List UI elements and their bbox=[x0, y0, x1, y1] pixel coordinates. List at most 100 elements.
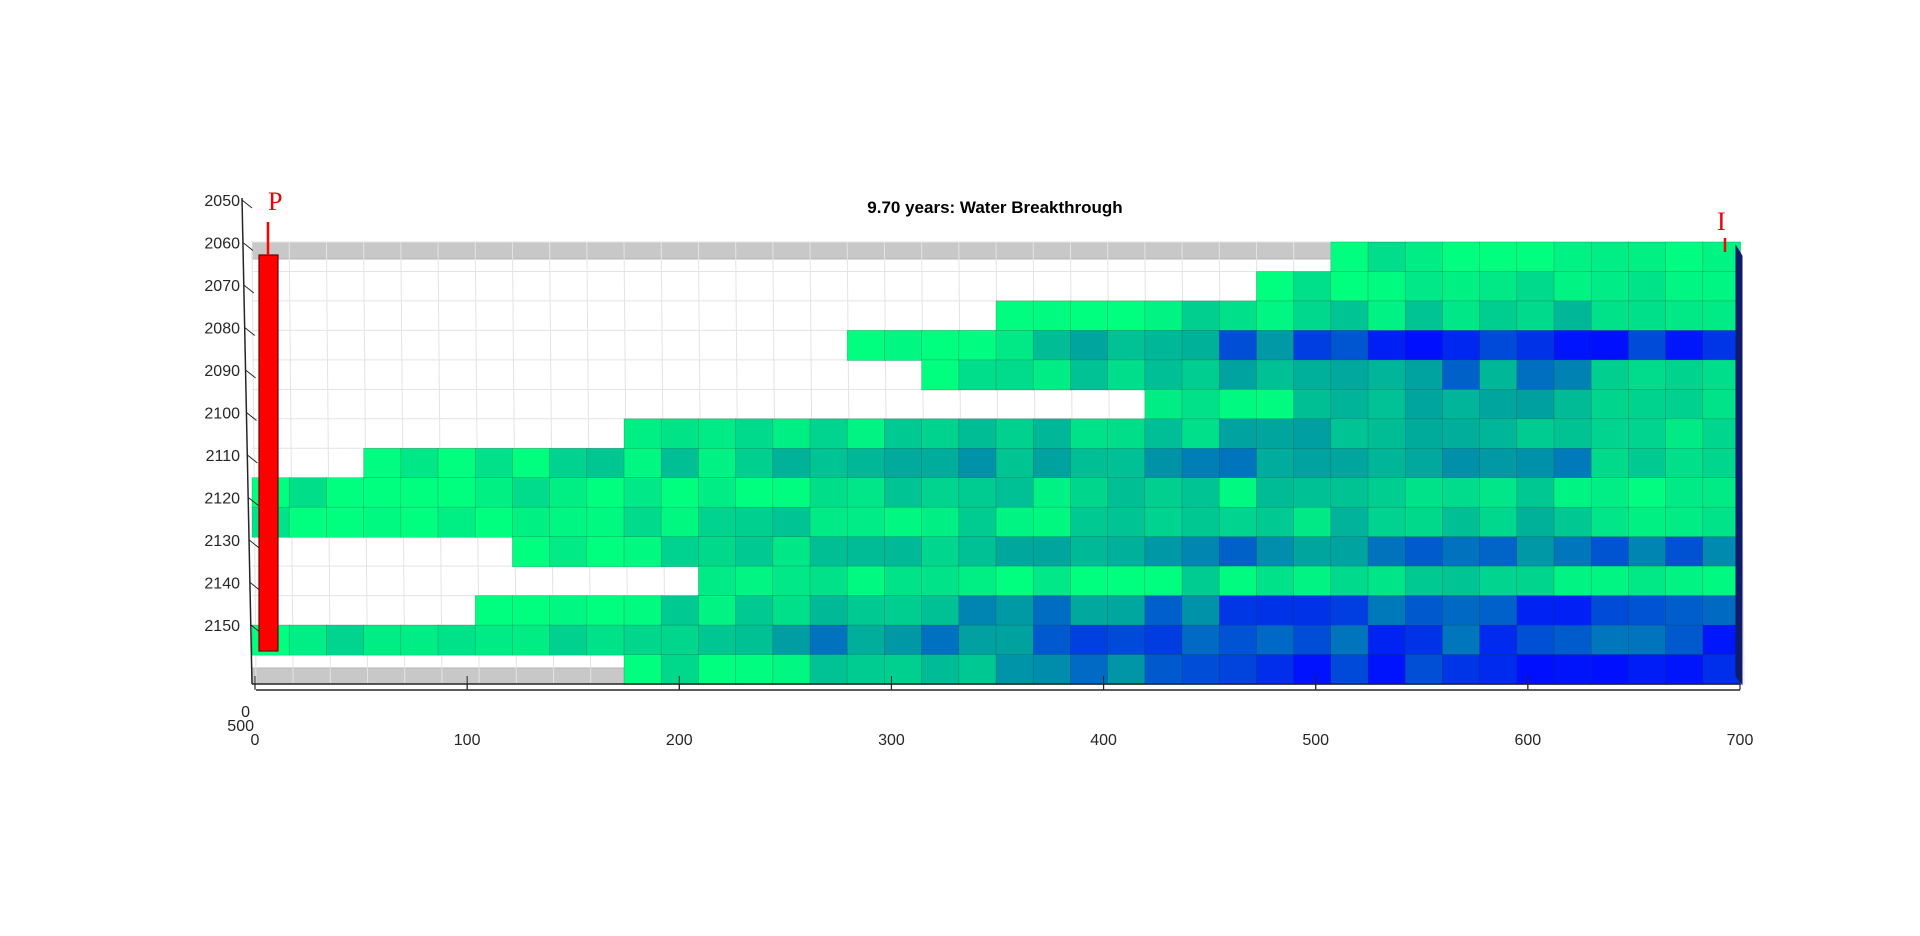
saturation-cell bbox=[809, 565, 849, 597]
saturation-cell bbox=[772, 418, 811, 450]
saturation-cell bbox=[772, 565, 811, 597]
saturation-cell bbox=[1553, 536, 1593, 568]
saturation-cell bbox=[1144, 536, 1183, 568]
saturation-cell bbox=[995, 359, 1035, 391]
saturation-cell bbox=[772, 506, 811, 538]
saturation-cell bbox=[1218, 536, 1258, 568]
saturation-cell bbox=[1032, 477, 1072, 509]
saturation-cell bbox=[1181, 388, 1221, 420]
saturation-cell bbox=[1256, 595, 1295, 626]
saturation-cell bbox=[1070, 536, 1109, 568]
saturation-cell bbox=[474, 624, 514, 656]
saturation-cell bbox=[549, 595, 588, 626]
saturation-cell bbox=[1516, 565, 1555, 597]
saturation-cell bbox=[474, 506, 514, 538]
saturation-cell bbox=[846, 447, 886, 479]
saturation-cell bbox=[1665, 300, 1704, 332]
saturation-cell bbox=[921, 624, 960, 656]
saturation-cell bbox=[772, 477, 811, 509]
saturation-cell bbox=[1032, 654, 1072, 685]
saturation-cell bbox=[549, 447, 588, 479]
saturation-cell bbox=[1181, 330, 1221, 361]
y-tick-label: 2120 bbox=[204, 491, 240, 508]
saturation-cell bbox=[288, 506, 328, 538]
saturation-cell bbox=[1367, 271, 1407, 302]
saturation-cell bbox=[1702, 418, 1741, 450]
saturation-cell bbox=[1702, 359, 1741, 391]
y-tick-mark bbox=[242, 242, 254, 251]
saturation-cell bbox=[698, 506, 737, 538]
saturation-cell bbox=[1070, 300, 1109, 332]
chart-title: 9.70 years: Water Breakthrough bbox=[867, 198, 1122, 217]
saturation-cell bbox=[1442, 271, 1481, 302]
saturation-cell bbox=[1144, 624, 1183, 656]
saturation-cell bbox=[1218, 565, 1258, 597]
saturation-cell bbox=[660, 595, 700, 626]
saturation-cell bbox=[1553, 447, 1593, 479]
saturation-cell bbox=[1553, 241, 1593, 273]
saturation-cell bbox=[1479, 536, 1518, 568]
saturation-cell bbox=[1702, 330, 1741, 361]
saturation-cell bbox=[1181, 595, 1221, 626]
saturation-cell bbox=[326, 624, 365, 656]
saturation-cell bbox=[1404, 654, 1444, 685]
saturation-cell bbox=[1516, 477, 1555, 509]
saturation-cell bbox=[623, 447, 663, 479]
saturation-cell bbox=[1590, 654, 1630, 685]
saturation-cell bbox=[660, 654, 700, 685]
saturation-cell bbox=[1032, 359, 1072, 391]
grid-line bbox=[251, 241, 257, 685]
saturation-cell bbox=[1553, 654, 1593, 685]
saturation-cell bbox=[623, 418, 663, 450]
saturation-cell bbox=[995, 565, 1035, 597]
saturation-cell bbox=[1218, 654, 1258, 685]
saturation-cell bbox=[846, 595, 886, 626]
saturation-cell bbox=[698, 595, 737, 626]
saturation-cell bbox=[1181, 654, 1221, 685]
saturation-cell bbox=[1442, 330, 1481, 361]
saturation-cell bbox=[1442, 477, 1481, 509]
saturation-cell bbox=[623, 654, 663, 685]
saturation-cell bbox=[437, 477, 477, 509]
saturation-cell bbox=[1256, 624, 1295, 656]
saturation-cell bbox=[1256, 418, 1295, 450]
saturation-cell bbox=[1107, 654, 1146, 685]
saturation-cell bbox=[400, 506, 439, 538]
saturation-cell bbox=[958, 477, 997, 509]
saturation-cell bbox=[735, 565, 774, 597]
saturation-cell bbox=[1256, 477, 1295, 509]
saturation-cell bbox=[1218, 359, 1258, 391]
saturation-cell bbox=[1256, 359, 1295, 391]
saturation-cell bbox=[549, 624, 588, 656]
saturation-cell bbox=[1218, 624, 1258, 656]
x-tick-label: 0 bbox=[251, 732, 260, 749]
saturation-cell bbox=[772, 654, 811, 685]
saturation-cell bbox=[400, 447, 439, 479]
saturation-cell bbox=[1367, 241, 1407, 273]
saturation-cell bbox=[1665, 565, 1704, 597]
saturation-cell bbox=[1367, 624, 1407, 656]
saturation-cell bbox=[1442, 536, 1481, 568]
saturation-cell bbox=[921, 565, 960, 597]
y-tick-label: 2100 bbox=[204, 406, 240, 423]
saturation-cell bbox=[1516, 359, 1555, 391]
saturation-cell bbox=[1367, 536, 1407, 568]
saturation-cell bbox=[1367, 447, 1407, 479]
saturation-cell bbox=[1590, 330, 1630, 361]
saturation-cell bbox=[958, 447, 997, 479]
saturation-cell bbox=[1479, 595, 1518, 626]
saturation-cell bbox=[512, 536, 551, 568]
saturation-cell bbox=[1256, 330, 1295, 361]
saturation-cell bbox=[1293, 506, 1332, 538]
saturation-cell bbox=[586, 447, 625, 479]
producer-well bbox=[258, 254, 279, 652]
saturation-cell bbox=[660, 477, 700, 509]
saturation-cell bbox=[1367, 506, 1407, 538]
saturation-cell bbox=[1181, 565, 1221, 597]
y-tick-mark bbox=[247, 497, 259, 506]
y-tick-mark bbox=[246, 412, 257, 421]
saturation-cell bbox=[1702, 447, 1741, 479]
saturation-cell bbox=[1516, 624, 1555, 656]
saturation-cell bbox=[1516, 654, 1555, 685]
saturation-cell bbox=[1144, 565, 1183, 597]
